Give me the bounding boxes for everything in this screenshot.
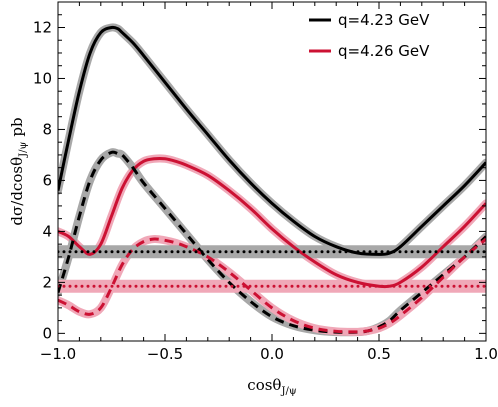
- x-axis-title: cosθJ/ψ: [247, 376, 297, 397]
- x-tick-label: 1.0: [474, 345, 498, 363]
- x-tick-label: 0.0: [260, 345, 284, 363]
- y-tick-label: 6: [42, 171, 52, 189]
- series-band-0: [58, 23, 486, 259]
- y-axis-title-sub: J/ψ: [18, 142, 29, 158]
- x-tick-label: −0.5: [147, 345, 183, 363]
- y-axis-title-main: dσ/dcosθ: [8, 157, 26, 226]
- y-tick-label: 8: [42, 120, 52, 138]
- x-tick-label: −1.0: [40, 345, 76, 363]
- x-axis-title-sub: J/ψ: [280, 386, 296, 397]
- y-axis-title: dσ/dcosθJ/ψ pb: [8, 117, 29, 225]
- y-axis-title-unit: pb: [8, 117, 26, 136]
- y-tick-label: 4: [42, 222, 52, 240]
- legend-label-q426: q=4.26 GeV: [338, 42, 430, 60]
- series-line-0: [58, 25, 486, 256]
- x-tick-label: 0.5: [367, 345, 391, 363]
- y-tick-label: 2: [42, 273, 52, 291]
- y-tick-label: 0: [42, 324, 52, 342]
- series-line-2: [58, 150, 486, 334]
- legend: q=4.23 GeV q=4.26 GeV: [309, 11, 430, 60]
- curves: [58, 25, 486, 334]
- y-tick-label: 12: [33, 18, 52, 36]
- legend-label-q423: q=4.23 GeV: [338, 11, 430, 29]
- axis-ticks: −1.0 −0.5 0.0 0.5 1.0 0 2 4 6 8 10 12: [33, 1, 498, 363]
- error-bands: [58, 23, 486, 337]
- x-axis-title-main: cosθ: [247, 376, 281, 394]
- y-tick-label: 10: [33, 69, 52, 87]
- series-line-3: [58, 237, 486, 334]
